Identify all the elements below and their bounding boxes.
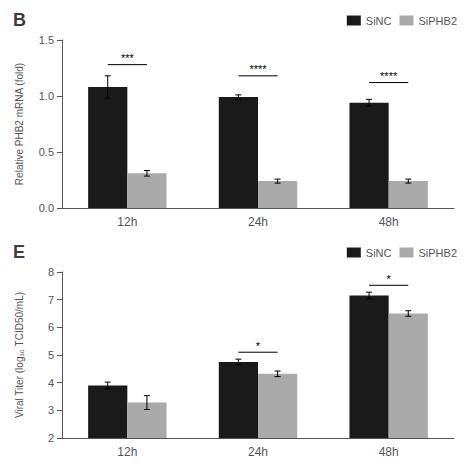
svg-text:Viral Titer (log₁₀ TCID50/mL): Viral Titer (log₁₀ TCID50/mL) <box>14 292 25 418</box>
svg-text:4: 4 <box>48 377 54 389</box>
svg-text:24h: 24h <box>248 445 268 459</box>
svg-text:5: 5 <box>48 349 54 361</box>
svg-text:3: 3 <box>48 404 54 416</box>
svg-text:****: **** <box>380 70 398 82</box>
svg-text:*: * <box>387 273 392 285</box>
svg-text:12h: 12h <box>117 445 137 459</box>
svg-text:24h: 24h <box>248 215 268 229</box>
svg-text:7: 7 <box>48 294 54 306</box>
svg-text:E: E <box>13 242 25 262</box>
svg-text:Relative PHB2 mRNA (fold): Relative PHB2 mRNA (fold) <box>14 63 25 185</box>
svg-text:B: B <box>13 10 26 30</box>
svg-text:SiPHB2: SiPHB2 <box>418 15 457 27</box>
svg-text:48h: 48h <box>379 445 399 459</box>
svg-text:12h: 12h <box>117 215 137 229</box>
svg-text:1.0: 1.0 <box>39 90 54 102</box>
svg-text:1.5: 1.5 <box>39 34 54 46</box>
svg-text:*: * <box>256 340 261 352</box>
svg-text:***: *** <box>121 52 135 64</box>
svg-text:48h: 48h <box>379 215 399 229</box>
svg-text:6: 6 <box>48 321 54 333</box>
svg-text:SiNC: SiNC <box>366 15 392 27</box>
svg-text:0.5: 0.5 <box>39 146 54 158</box>
svg-text:2: 2 <box>48 432 54 444</box>
svg-text:0.0: 0.0 <box>39 202 54 214</box>
svg-text:SiPHB2: SiPHB2 <box>418 247 457 259</box>
svg-text:8: 8 <box>48 266 54 278</box>
svg-text:SiNC: SiNC <box>366 247 392 259</box>
svg-text:****: **** <box>249 63 267 75</box>
